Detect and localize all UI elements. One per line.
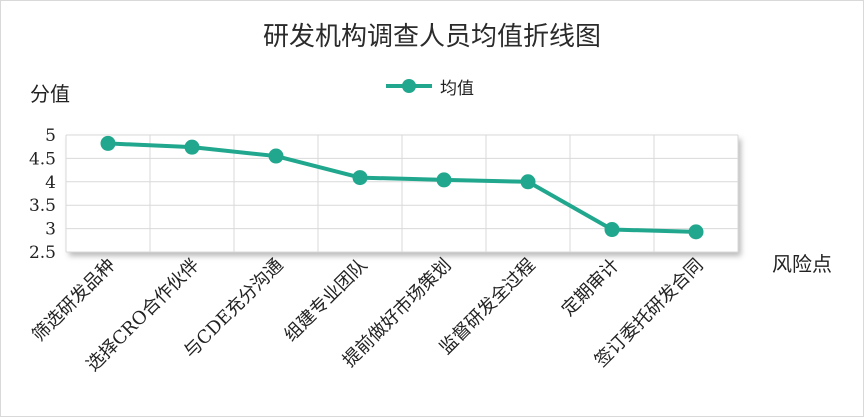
data-point [268,148,284,164]
series-line-均值 [107,141,697,234]
data-point [688,224,704,240]
y-tick-label: 4.5 [29,149,56,169]
y-tick-label: 3 [45,220,56,240]
data-point [100,135,116,151]
y-tick-label: 4 [45,173,56,193]
legend-label: 均值 [440,78,474,99]
chart-title: 研发机构调查人员均值折线图 [262,22,601,52]
legend: 均值 [384,74,474,99]
x-tick-label: 定期审计 [558,255,624,321]
y-tick-label: 5 [45,126,56,146]
data-point [436,172,452,188]
data-point [604,222,620,238]
y-tick-label: 3.5 [29,196,56,216]
data-point [184,139,200,155]
x-axis-label: 风险点 [772,252,832,276]
legend-marker-icon [386,79,432,93]
x-tick-label: 组建专业团队 [280,255,371,346]
data-point [352,170,368,186]
y-axis-label: 分值 [30,82,70,106]
x-tick-label: 筛选研发品种 [28,255,119,346]
y-tick-label: 2.5 [29,243,56,263]
data-point [520,174,536,190]
